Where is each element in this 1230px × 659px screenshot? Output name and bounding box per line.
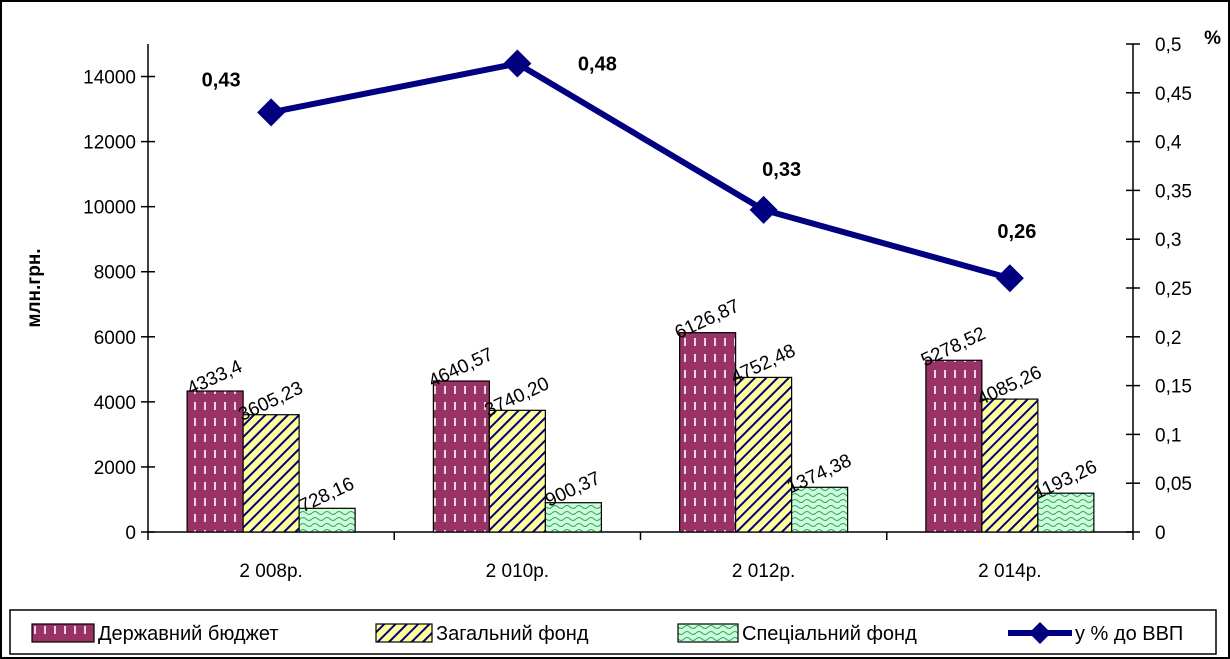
y-tick-label: 4000 (94, 393, 136, 414)
legend-marker (1029, 622, 1051, 644)
y2-tick-label: 0,45 (1155, 84, 1192, 105)
bar (925, 359, 983, 533)
y-tick-label: 6000 (94, 328, 136, 349)
legend-swatch (31, 623, 95, 643)
y2-tick-label: 0,15 (1155, 377, 1192, 398)
y-tick-label: 8000 (94, 263, 136, 284)
bar (981, 398, 1039, 533)
y2-tick-label: 0,4 (1155, 133, 1182, 154)
legend-label: у % до ВВП (1075, 623, 1183, 645)
legend: Державний бюджет Загальний фонд Спеціальни… (9, 609, 1217, 655)
line-value-label: 0,48 (578, 54, 617, 76)
line-point (995, 264, 1024, 293)
bar (544, 502, 602, 533)
y-tick-label: 14000 (83, 68, 136, 89)
y2-tick-label: 0,1 (1155, 425, 1181, 446)
y2-tick-label: 0,35 (1155, 181, 1192, 202)
y-tick-label: 10000 (83, 198, 136, 219)
y2-tick-label: 0,25 (1155, 279, 1192, 300)
line-value-label: 0,33 (762, 159, 801, 181)
y-tick-label: 0 (125, 523, 136, 544)
y-axis-title: млн.грн. (24, 248, 45, 327)
y2-tick-label: 0,3 (1155, 230, 1181, 251)
legend-label: Спеціальний фонд (742, 623, 917, 645)
line-series (270, 60, 1011, 282)
x-tick-label: 2 014р. (978, 561, 1041, 582)
y2-tick-label: 0,2 (1155, 328, 1181, 349)
legend-label: Загальний фонд (436, 623, 589, 645)
axes: 0 2000 4000 6000 8000 10000 12000 14000 0 0,05 0,1… (24, 28, 1221, 582)
bar (298, 507, 356, 533)
y2-tick-label: 0 (1155, 523, 1166, 544)
line-point (257, 98, 286, 127)
bars (186, 332, 1095, 533)
line-point (503, 49, 532, 78)
y2-tick-label: 0,5 (1155, 35, 1181, 56)
legend-swatch (375, 623, 433, 643)
line-value-label: 0,26 (997, 221, 1036, 243)
bar (242, 414, 300, 533)
line-point (749, 195, 778, 224)
percent-line (257, 49, 1024, 293)
x-tick-label: 2 008р. (239, 561, 302, 582)
y2-tick-label: 0,05 (1155, 474, 1192, 495)
y-tick-label: 12000 (83, 133, 136, 154)
bar (432, 380, 490, 533)
legend-swatch (677, 623, 739, 643)
y2-axis-title: % (1204, 28, 1221, 49)
bar (488, 409, 546, 533)
bar (1037, 492, 1095, 533)
line-value-label: 0,43 (202, 69, 241, 91)
y-tick-label: 2000 (94, 458, 136, 479)
x-tick-label: 2 012р. (732, 561, 795, 582)
x-tick-label: 2 010р. (486, 561, 549, 582)
bar (186, 390, 244, 533)
bar (679, 332, 737, 533)
bar (735, 376, 793, 533)
bar (791, 486, 849, 533)
legend-label: Державний бюджет (98, 623, 279, 645)
